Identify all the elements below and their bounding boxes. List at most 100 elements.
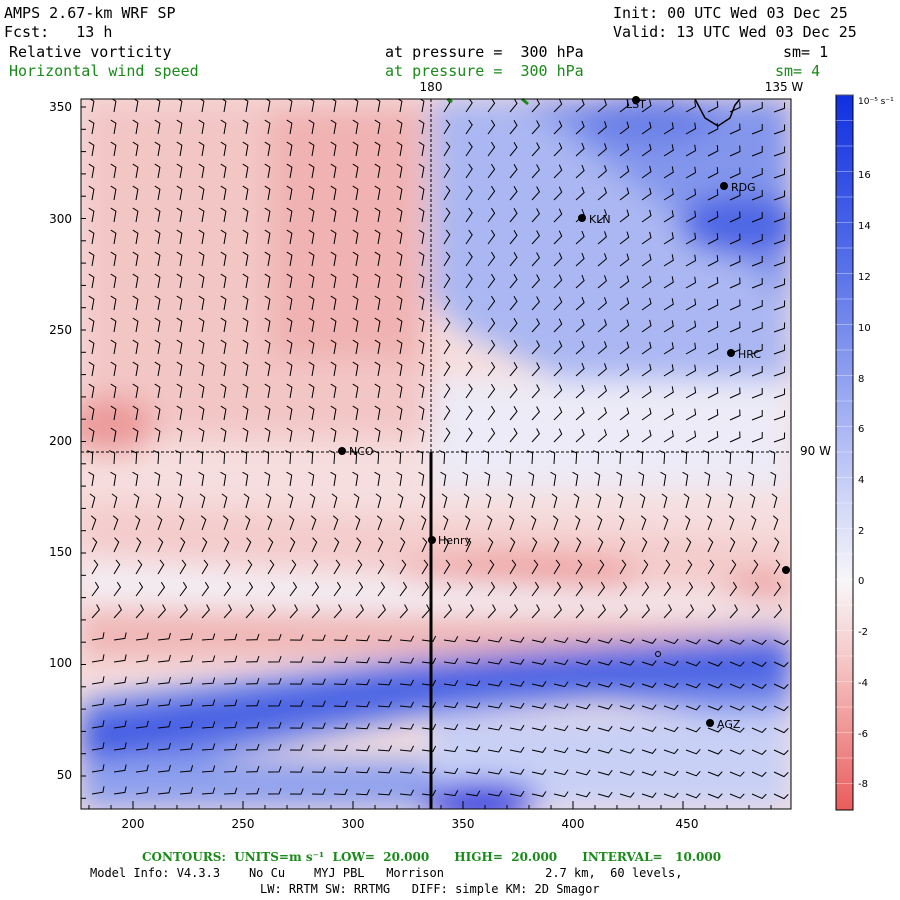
wind-barb (330, 405, 337, 421)
wind-barb (333, 656, 348, 664)
svg-text:Henry: Henry (438, 534, 472, 547)
wind-barb (352, 471, 359, 487)
wind-barb (747, 450, 754, 465)
wind-barb (242, 141, 249, 157)
wind-barb (443, 251, 451, 267)
wind-barb (311, 700, 326, 707)
wind-barb (201, 743, 216, 751)
wind-barb (703, 450, 710, 465)
wind-barb (198, 383, 205, 399)
wind-barb (311, 581, 320, 597)
svg-text:4: 4 (858, 475, 864, 486)
wind-barb (377, 767, 393, 774)
wind-barb (399, 635, 415, 642)
wind-barb (553, 604, 563, 619)
wind-barb (619, 407, 630, 421)
wind-barb (619, 121, 630, 135)
wind-barb (267, 634, 282, 641)
wind-barb (376, 515, 383, 531)
wind-barb (88, 339, 95, 355)
wind-barb (597, 297, 607, 311)
wind-barb (154, 361, 161, 377)
wind-barb (377, 635, 393, 642)
wind-barb (88, 427, 95, 443)
wind-barb (132, 207, 139, 223)
wind-barb (619, 770, 635, 776)
wind-barb (267, 700, 282, 707)
wind-barb (88, 317, 95, 333)
wind-barb (704, 471, 711, 487)
wind-barb (487, 724, 503, 731)
wind-barb (286, 207, 293, 223)
wind-barb (487, 427, 496, 443)
wind-barb (220, 383, 227, 399)
wind-barb (663, 408, 674, 421)
wind-barb (110, 471, 117, 487)
wind-barb (597, 275, 607, 289)
wind-barb (531, 208, 541, 223)
wind-barb (443, 658, 459, 665)
wind-barb (707, 431, 719, 443)
wind-barb (618, 515, 625, 531)
wind-barb (355, 767, 370, 774)
wind-barb (308, 295, 315, 311)
wind-barb (374, 427, 381, 443)
wind-barb (154, 163, 161, 179)
wind-barb (707, 299, 719, 311)
wind-barb (772, 515, 779, 531)
wind-barb (487, 273, 496, 289)
wind-barb (88, 141, 95, 157)
wind-barb (223, 721, 238, 729)
wind-barb (176, 471, 183, 487)
wind-barb (286, 119, 293, 135)
wind-barb (418, 427, 425, 443)
wind-barb (707, 365, 719, 377)
wind-barb (308, 339, 315, 355)
wind-barb (179, 581, 188, 597)
wind-barb (421, 537, 428, 553)
wind-barb (333, 744, 348, 752)
wind-barb (156, 515, 163, 531)
wind-barb (729, 321, 741, 333)
wind-barb (91, 654, 105, 663)
wind-barb (330, 163, 337, 179)
wind-barb (179, 655, 194, 663)
wind-barb (264, 317, 271, 333)
wind-barb (113, 764, 127, 773)
wind-barb (443, 790, 459, 797)
y-axis-labels: 350 300 250 200 150 100 50 (49, 100, 72, 782)
wind-barb (575, 769, 591, 776)
wind-barb (418, 229, 425, 245)
svg-text:NCO: NCO (349, 445, 374, 458)
svg-text:2: 2 (858, 526, 864, 537)
wind-barb (773, 683, 789, 690)
wind-barb (509, 186, 518, 201)
wind-barb (88, 119, 95, 135)
wind-barb (575, 581, 584, 597)
wind-barb (464, 515, 471, 531)
wind-barb (157, 786, 171, 795)
wind-barb (113, 537, 120, 553)
x-axis-ticks (88, 801, 772, 809)
wind-barb (553, 142, 563, 157)
wind-barb (264, 141, 271, 157)
wind-barb (220, 471, 227, 487)
wind-barb (330, 295, 337, 311)
wind-barb (553, 703, 569, 710)
wind-barb (198, 317, 205, 333)
wind-barb (374, 185, 381, 201)
wind-barb (663, 704, 679, 711)
wind-barb (267, 656, 282, 663)
wind-barb (289, 656, 304, 663)
wind-barb (729, 189, 741, 201)
wind-barb (286, 229, 293, 245)
wind-barb (352, 383, 359, 399)
wind-barb (219, 450, 226, 465)
wind-barb (242, 295, 249, 311)
wind-barb (396, 317, 403, 333)
wind-barb (242, 119, 249, 135)
wind-barb (663, 386, 674, 399)
wind-barb (751, 234, 763, 245)
wind-barb (707, 277, 719, 289)
wind-barb (91, 764, 105, 773)
